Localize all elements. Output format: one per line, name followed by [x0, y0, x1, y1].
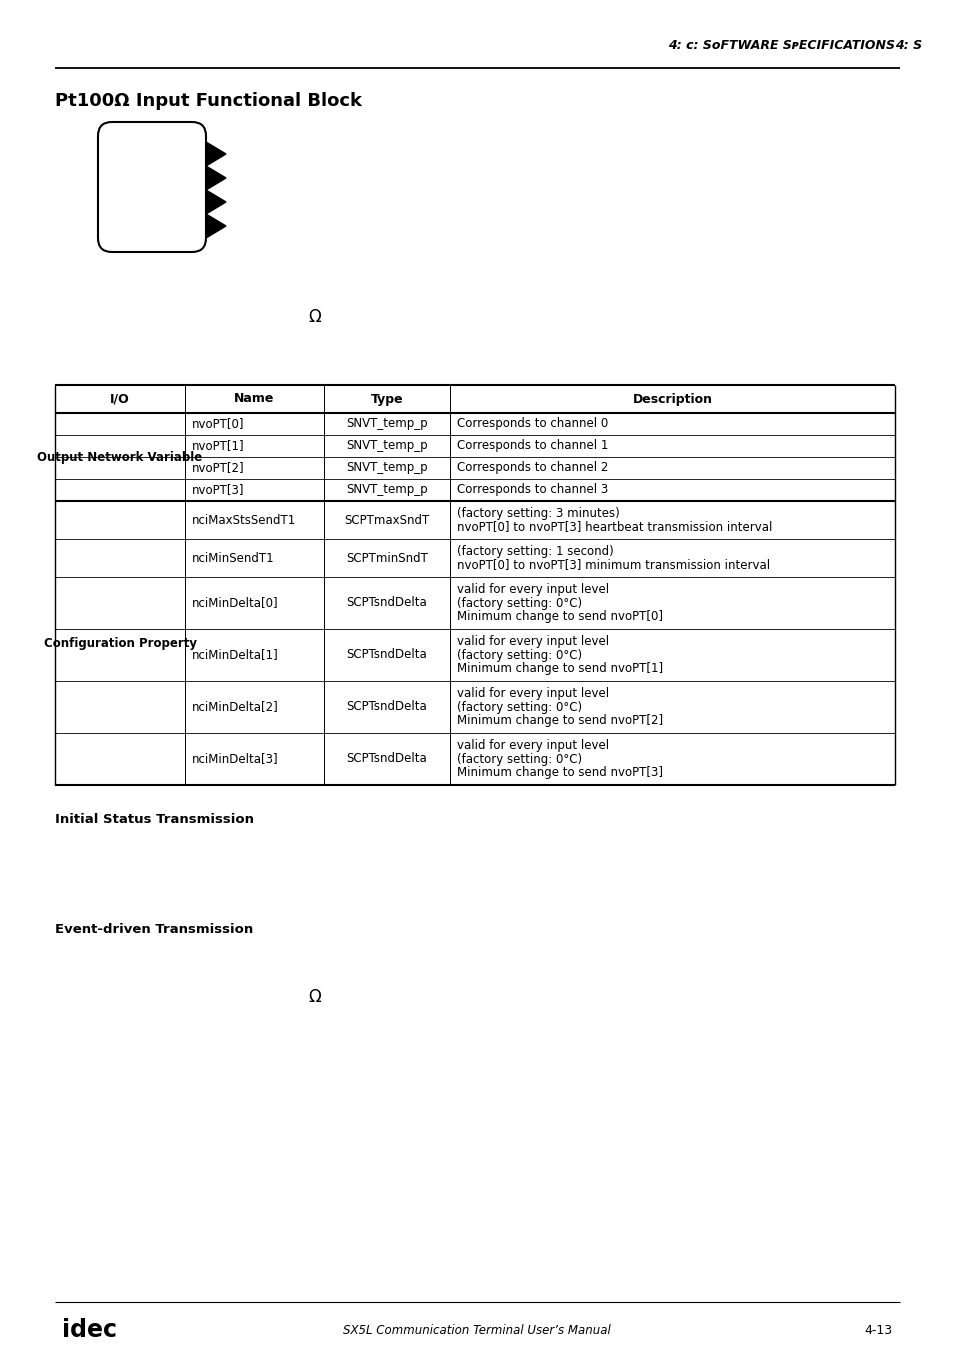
Text: Output Network Variable: Output Network Variable [37, 450, 202, 463]
Text: SNVT_temp_p: SNVT_temp_p [346, 439, 427, 453]
Text: (factory setting: 0°C): (factory setting: 0°C) [456, 701, 581, 713]
Text: Initial Status Transmission: Initial Status Transmission [55, 813, 253, 825]
Text: valid for every input level: valid for every input level [456, 688, 608, 700]
Text: Configuration Property: Configuration Property [44, 636, 196, 650]
Text: 4: S: 4: S [894, 39, 922, 51]
Text: 4: ᴄ: SᴏFTWARE SᴘECIFICATIONS: 4: ᴄ: SᴏFTWARE SᴘECIFICATIONS [667, 39, 894, 51]
Text: SCPTsndDelta: SCPTsndDelta [346, 648, 427, 662]
Text: nvoPT[3]: nvoPT[3] [192, 484, 244, 497]
Text: SCPTsndDelta: SCPTsndDelta [346, 597, 427, 609]
Text: Minimum change to send nvoPT[0]: Minimum change to send nvoPT[0] [456, 611, 662, 623]
Text: nvoPT[1]: nvoPT[1] [192, 439, 245, 453]
Polygon shape [206, 190, 226, 213]
Polygon shape [206, 142, 226, 166]
Text: nciMinDelta[1]: nciMinDelta[1] [192, 648, 278, 662]
Text: Pt100Ω Input Functional Block: Pt100Ω Input Functional Block [55, 92, 361, 109]
Text: (factory setting: 0°C): (factory setting: 0°C) [456, 753, 581, 766]
Text: nciMinDelta[2]: nciMinDelta[2] [192, 701, 278, 713]
Text: Minimum change to send nvoPT[3]: Minimum change to send nvoPT[3] [456, 766, 662, 780]
Text: nciMinSendT1: nciMinSendT1 [192, 551, 274, 565]
Text: SCPTminSndT: SCPTminSndT [346, 551, 427, 565]
Polygon shape [206, 166, 226, 190]
Text: Corresponds to channel 2: Corresponds to channel 2 [456, 462, 608, 474]
Text: (factory setting: 3 minutes): (factory setting: 3 minutes) [456, 507, 618, 520]
Text: Corresponds to channel 3: Corresponds to channel 3 [456, 484, 607, 497]
Text: (factory setting: 1 second): (factory setting: 1 second) [456, 544, 613, 558]
Text: nvoPT[2]: nvoPT[2] [192, 462, 245, 474]
Text: valid for every input level: valid for every input level [456, 584, 608, 596]
Text: idec: idec [62, 1319, 117, 1342]
Text: Minimum change to send nvoPT[2]: Minimum change to send nvoPT[2] [456, 713, 662, 727]
Text: SCPTsndDelta: SCPTsndDelta [346, 701, 427, 713]
Text: Type: Type [370, 393, 403, 405]
Polygon shape [206, 213, 226, 238]
Text: Corresponds to channel 1: Corresponds to channel 1 [456, 439, 608, 453]
Text: Description: Description [632, 393, 712, 405]
Text: Event-driven Transmission: Event-driven Transmission [55, 923, 253, 936]
Text: Minimum change to send nvoPT[1]: Minimum change to send nvoPT[1] [456, 662, 662, 676]
Text: nvoPT[0] to nvoPT[3] minimum transmission interval: nvoPT[0] to nvoPT[3] minimum transmissio… [456, 558, 769, 571]
Text: 4-13: 4-13 [864, 1324, 892, 1337]
Text: I/O: I/O [111, 393, 130, 405]
Text: Corresponds to channel 0: Corresponds to channel 0 [456, 417, 607, 431]
Text: Ω: Ω [309, 308, 321, 326]
Text: nvoPT[0] to nvoPT[3] heartbeat transmission interval: nvoPT[0] to nvoPT[3] heartbeat transmiss… [456, 520, 771, 534]
Text: nvoPT[0]: nvoPT[0] [192, 417, 244, 431]
Text: valid for every input level: valid for every input level [456, 739, 608, 753]
Text: Name: Name [234, 393, 274, 405]
Text: Ω: Ω [309, 988, 321, 1006]
Text: (factory setting: 0°C): (factory setting: 0°C) [456, 648, 581, 662]
Text: SCPTmaxSndT: SCPTmaxSndT [344, 513, 429, 527]
Text: valid for every input level: valid for every input level [456, 635, 608, 648]
Text: SNVT_temp_p: SNVT_temp_p [346, 417, 427, 431]
FancyBboxPatch shape [98, 122, 206, 253]
Text: SCPTsndDelta: SCPTsndDelta [346, 753, 427, 766]
Text: nciMinDelta[0]: nciMinDelta[0] [192, 597, 278, 609]
Text: SNVT_temp_p: SNVT_temp_p [346, 484, 427, 497]
Text: nciMinDelta[3]: nciMinDelta[3] [192, 753, 278, 766]
Text: SNVT_temp_p: SNVT_temp_p [346, 462, 427, 474]
Text: nciMaxStsSendT1: nciMaxStsSendT1 [192, 513, 296, 527]
Text: SX5L Communication Terminal User’s Manual: SX5L Communication Terminal User’s Manua… [343, 1324, 610, 1337]
Text: (factory setting: 0°C): (factory setting: 0°C) [456, 597, 581, 609]
